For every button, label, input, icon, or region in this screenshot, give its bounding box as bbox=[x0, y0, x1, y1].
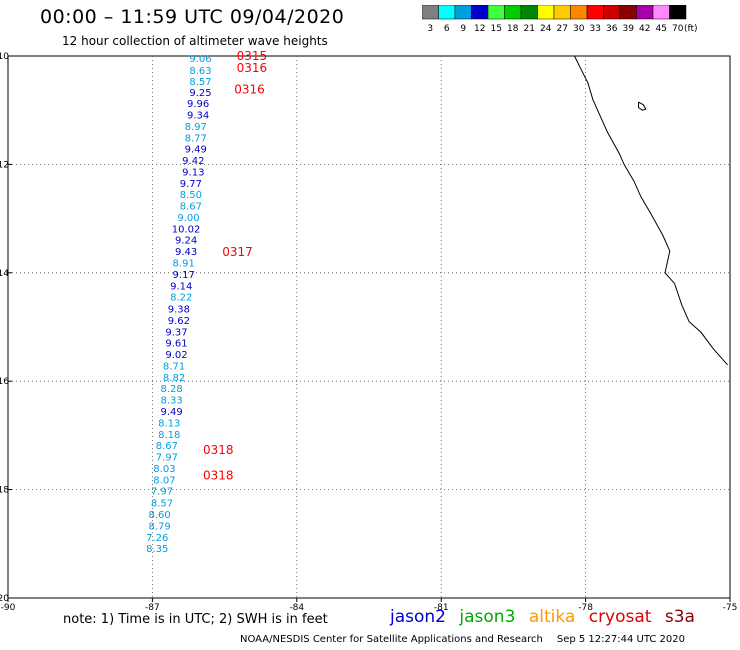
legend-jason2: jason2 bbox=[390, 607, 446, 627]
wave-height-value: 8.18 bbox=[158, 430, 180, 441]
page-subtitle: 12 hour collection of altimeter wave hei… bbox=[62, 34, 328, 48]
wave-height-value: 9.96 bbox=[187, 99, 209, 110]
wave-height-value: 8.97 bbox=[185, 122, 207, 133]
wave-height-value: 7.97 bbox=[156, 453, 178, 464]
colorbar-label: 15 bbox=[491, 24, 502, 34]
wave-height-value: 9.17 bbox=[173, 270, 195, 281]
lat-tick-label: -18 bbox=[0, 486, 9, 496]
lon-tick-label: -75 bbox=[723, 603, 738, 612]
wave-height-value: 8.57 bbox=[189, 77, 211, 88]
wave-height-value: 9.43 bbox=[175, 247, 197, 258]
lat-tick-label: -16 bbox=[0, 377, 9, 387]
wave-height-value: 10.02 bbox=[172, 224, 201, 235]
wave-height-value: 8.63 bbox=[189, 66, 211, 77]
wave-height-value: 9.77 bbox=[180, 179, 202, 190]
wave-height-value: 8.57 bbox=[151, 499, 173, 510]
lon-tick-label: -81 bbox=[434, 603, 449, 612]
time-label: 0318 bbox=[203, 443, 234, 457]
wave-height-value: 9.06 bbox=[189, 54, 211, 65]
colorbar-label: 45 bbox=[656, 24, 667, 34]
wave-height-value: 8.33 bbox=[161, 396, 183, 407]
credit-timestamp: Sep 5 12:27:44 UTC 2020 bbox=[556, 634, 685, 645]
time-label: 0317 bbox=[222, 245, 253, 259]
wave-height-value: 8.79 bbox=[148, 521, 170, 532]
wave-height-value: 7.26 bbox=[146, 533, 168, 544]
time-label: 0315 bbox=[237, 49, 268, 63]
wave-height-value: 9.34 bbox=[187, 111, 209, 122]
wave-height-value: 8.22 bbox=[170, 293, 192, 304]
wave-height-value: 8.71 bbox=[163, 361, 185, 372]
legend-altika: altika bbox=[528, 607, 576, 627]
wave-height-value: 9.62 bbox=[168, 316, 190, 327]
satellite-legend: jason2 jason3 altika cryosat s3a bbox=[390, 607, 703, 627]
color-scale-legend: 3 6 9 12 15 18 21 24 27 30 33 36 39 42 45 70 (ft) bbox=[422, 5, 698, 34]
footnote: note: 1) Time is in UTC; 2) SWH is in fe… bbox=[63, 612, 328, 627]
colorbar-label: 27 bbox=[557, 24, 568, 34]
wave-height-map: -90 -87 -84 -81 -78 -75 -10 -12 -14 -16 -18 -20 9.06… bbox=[0, 49, 738, 612]
wave-height-value: 9.24 bbox=[175, 236, 197, 247]
legend-cryosat: cryosat bbox=[588, 607, 652, 627]
wave-height-value: 9.25 bbox=[189, 88, 211, 99]
lat-tick-label: -20 bbox=[0, 594, 9, 604]
time-label: 0316 bbox=[237, 61, 268, 75]
wave-height-value: 8.03 bbox=[153, 464, 175, 475]
wave-height-value: 8.13 bbox=[158, 418, 180, 429]
wave-height-value: 9.37 bbox=[165, 327, 187, 338]
wave-height-value: 8.28 bbox=[161, 384, 183, 395]
wave-height-value: 9.14 bbox=[170, 281, 192, 292]
time-label: 0318 bbox=[203, 468, 234, 482]
colorbar-label: 70 bbox=[672, 24, 684, 34]
wave-height-value: 8.50 bbox=[180, 190, 202, 201]
time-label: 0316 bbox=[234, 83, 265, 97]
colorbar-label: 36 bbox=[606, 24, 618, 34]
wave-height-value: 8.91 bbox=[173, 259, 195, 270]
lon-tick-label: -84 bbox=[289, 603, 304, 612]
legend-jason3: jason3 bbox=[459, 607, 516, 627]
lat-tick-label: -10 bbox=[0, 52, 9, 62]
coastline bbox=[574, 55, 728, 366]
colorbar-label: 30 bbox=[573, 24, 585, 34]
island-outline bbox=[638, 101, 647, 111]
colorbar-label: 12 bbox=[474, 24, 485, 34]
wave-height-value: 9.02 bbox=[165, 350, 187, 361]
wave-height-value: 8.77 bbox=[185, 133, 207, 144]
lat-tick-label: -12 bbox=[0, 160, 9, 170]
credit-line: NOAA/NESDIS Center for Satellite Applica… bbox=[240, 634, 685, 645]
colorbar-label: 42 bbox=[639, 24, 650, 34]
wave-height-value: 9.42 bbox=[182, 156, 204, 167]
wave-height-value: 9.61 bbox=[165, 339, 187, 350]
colorbar-swatch bbox=[669, 5, 687, 20]
wave-height-value: 7.97 bbox=[151, 487, 173, 498]
wave-height-value: 9.38 bbox=[168, 305, 190, 316]
colorbar-unit: (ft) bbox=[684, 24, 698, 34]
map-frame bbox=[7, 55, 731, 599]
lon-tick-label: -78 bbox=[578, 603, 593, 612]
wave-height-value: 8.35 bbox=[146, 544, 168, 555]
colorbar-label: 6 bbox=[444, 24, 450, 34]
lat-tick-label: -14 bbox=[0, 269, 9, 279]
credit-org: NOAA/NESDIS Center for Satellite Applica… bbox=[240, 634, 543, 645]
colorbar-label: 39 bbox=[623, 24, 635, 34]
colorbar-label: 33 bbox=[590, 24, 601, 34]
wave-height-value: 9.49 bbox=[185, 145, 207, 156]
wave-height-value: 8.82 bbox=[163, 373, 185, 384]
wave-height-value: 8.67 bbox=[180, 202, 202, 213]
lon-tick-label: -87 bbox=[145, 603, 160, 612]
wave-height-value: 9.13 bbox=[182, 167, 204, 178]
colorbar-label: 3 bbox=[427, 24, 433, 34]
colorbar-label: 21 bbox=[524, 24, 535, 34]
page-title: 00:00 – 11:59 UTC 09/04/2020 bbox=[40, 6, 345, 28]
colorbar-label: 24 bbox=[540, 24, 552, 34]
legend-s3a: s3a bbox=[664, 607, 695, 627]
wave-height-value: 9.49 bbox=[161, 407, 183, 418]
lon-tick-label: -90 bbox=[1, 603, 16, 612]
colorbar-label: 9 bbox=[460, 24, 466, 34]
wave-height-value: 8.60 bbox=[148, 510, 170, 521]
wave-height-value: 8.67 bbox=[156, 441, 178, 452]
wave-height-value: 9.00 bbox=[177, 213, 199, 224]
colorbar-label: 18 bbox=[507, 24, 519, 34]
wave-height-value: 8.07 bbox=[153, 475, 175, 486]
